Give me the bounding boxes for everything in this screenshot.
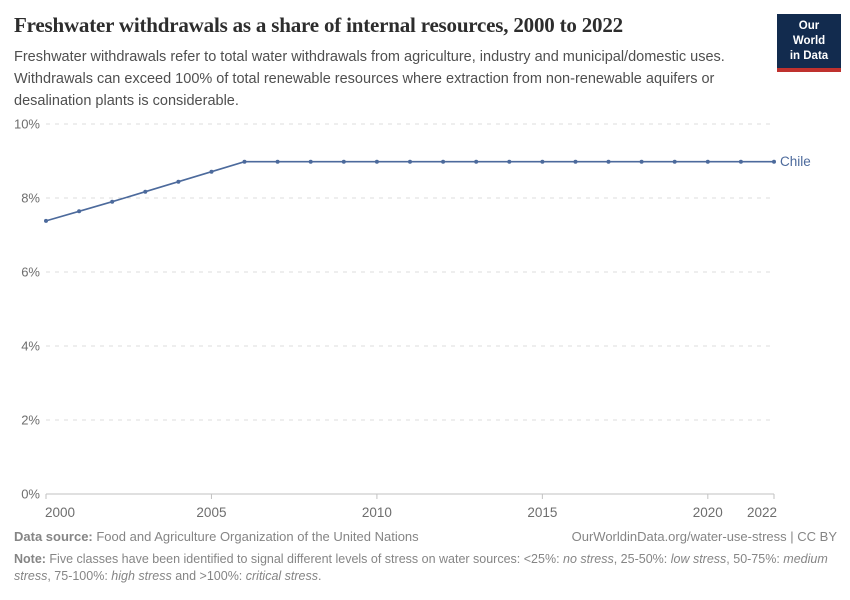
- data-point[interactable]: [308, 159, 313, 164]
- data-point[interactable]: [275, 159, 280, 164]
- owid-logo-line1: Our World: [792, 20, 826, 47]
- data-point[interactable]: [738, 159, 743, 164]
- data-point[interactable]: [44, 218, 48, 223]
- footnote-text: high stress: [111, 568, 172, 583]
- data-point[interactable]: [110, 199, 115, 204]
- data-point[interactable]: [341, 159, 346, 164]
- x-tick-label: 2020: [693, 505, 723, 520]
- chart-line-chile[interactable]: [45, 160, 774, 222]
- y-tick-label: 4%: [21, 339, 40, 354]
- x-tick-label: 2015: [527, 505, 557, 520]
- footer: Data source: Food and Agriculture Organi…: [14, 529, 837, 584]
- y-tick-label: 8%: [21, 191, 40, 206]
- data-source: Data source: Food and Agriculture Organi…: [14, 529, 419, 546]
- data-point[interactable]: [573, 159, 578, 164]
- data-point[interactable]: [672, 159, 677, 164]
- y-tick-label: 6%: [21, 265, 40, 280]
- data-point[interactable]: [474, 159, 479, 164]
- data-point[interactable]: [176, 179, 181, 184]
- attribution-link[interactable]: OurWorldinData.org/water-use-stress | CC…: [571, 529, 837, 544]
- data-point[interactable]: [209, 169, 214, 174]
- data-point[interactable]: [772, 159, 776, 164]
- data-point[interactable]: [143, 189, 148, 194]
- footnote-text: Five classes have been identified to sig…: [49, 551, 564, 566]
- footnote: Note: Five classes have been identified …: [14, 551, 830, 585]
- line-chart: 0% 2% 4% 6% 8% 10% 2000 2005 2010 2015 2020 2022 Chi…: [14, 117, 811, 521]
- data-point[interactable]: [606, 159, 611, 164]
- data-point[interactable]: [639, 159, 644, 164]
- footnote-text: .: [318, 568, 322, 583]
- chart-subtitle: Freshwater withdrawals refer to total wa…: [14, 49, 725, 109]
- footnote-text: , 50-75%:: [726, 551, 784, 566]
- data-source-label: Data source:: [14, 529, 93, 544]
- x-tick-label: 2000: [45, 505, 75, 520]
- footnote-text: , 75-100%:: [47, 568, 112, 583]
- owid-logo-line2: in Data: [789, 49, 829, 62]
- footnote-text: , 25-50%:: [613, 551, 671, 566]
- owid-logo[interactable]: Our World in Data: [777, 14, 841, 72]
- data-point[interactable]: [77, 209, 82, 214]
- footnote-text: low stress: [670, 551, 727, 566]
- x-tick-label: 2005: [196, 505, 226, 520]
- x-tick-label: 2022: [747, 505, 777, 520]
- footnote-text: no stress: [563, 551, 614, 566]
- y-tick-label: 0%: [21, 487, 40, 502]
- footnote-text: medium stress: [14, 551, 828, 583]
- source-row: Data source: Food and Agriculture Organi…: [14, 529, 837, 546]
- footnote-label: Note:: [14, 551, 50, 566]
- x-tick-label: 2010: [362, 505, 392, 520]
- data-point[interactable]: [242, 159, 247, 164]
- header: Freshwater withdrawals as a share of int…: [14, 12, 764, 113]
- y-tick-label: 10%: [14, 117, 40, 132]
- footnote-text: and >100%:: [171, 568, 246, 583]
- y-tick-label: 2%: [21, 413, 40, 428]
- data-source-value: Food and Agriculture Organization of the…: [92, 529, 419, 544]
- series-label-chile[interactable]: Chile: [780, 154, 811, 169]
- data-point[interactable]: [705, 159, 710, 164]
- data-point[interactable]: [507, 159, 512, 164]
- footnote-text: critical stress: [245, 568, 318, 583]
- data-point[interactable]: [540, 159, 545, 164]
- data-point[interactable]: [374, 159, 379, 164]
- chart-title: Freshwater withdrawals as a share of int…: [14, 13, 623, 37]
- data-point[interactable]: [441, 159, 446, 164]
- data-point[interactable]: [408, 159, 412, 164]
